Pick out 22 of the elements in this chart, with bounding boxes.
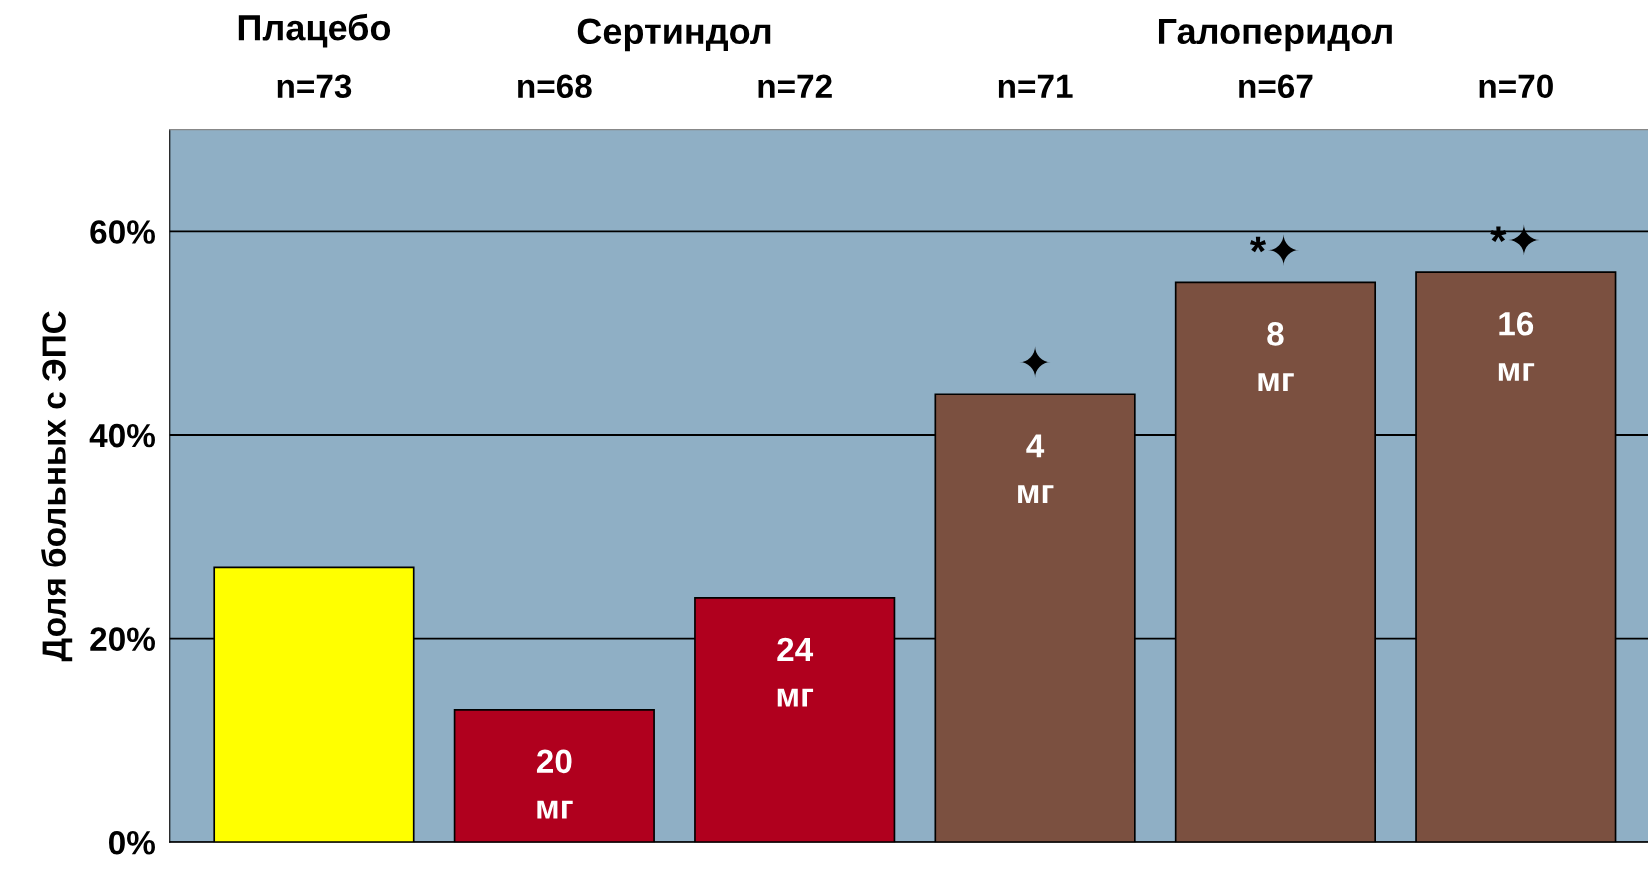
y-tick-label: 20% [90, 627, 155, 651]
annotation: 4 мг [1018, 434, 1054, 503]
x-tick-label: n=71 [998, 74, 1073, 98]
y-axis-title: Доля больных с ЭПС [41, 311, 73, 662]
x-tick-label: n=73 [277, 74, 352, 99]
text: Плацебо [238, 13, 391, 48]
annotation: 20 мг [536, 749, 573, 819]
text: Сертиндол [577, 18, 771, 52]
annotation: 24 мг [777, 637, 814, 707]
annotation: ✦ [1019, 346, 1051, 378]
annotation: 16 мг [1498, 311, 1535, 381]
y-tick-label: 40% [89, 423, 155, 448]
annotation: 8 мг [1258, 322, 1294, 391]
y-tick-label: 0% [109, 830, 155, 855]
text: Галоперидол [1158, 18, 1392, 52]
x-tick-label: n=70 [1479, 74, 1553, 99]
annotation: *✦ [1249, 234, 1300, 266]
x-tick-label: n=67 [1239, 74, 1313, 99]
x-tick-label: n=68 [518, 74, 592, 99]
x-tick-label: n=72 [758, 74, 832, 98]
y-tick-label: 60% [90, 220, 155, 244]
annotation: *✦ [1490, 224, 1540, 256]
